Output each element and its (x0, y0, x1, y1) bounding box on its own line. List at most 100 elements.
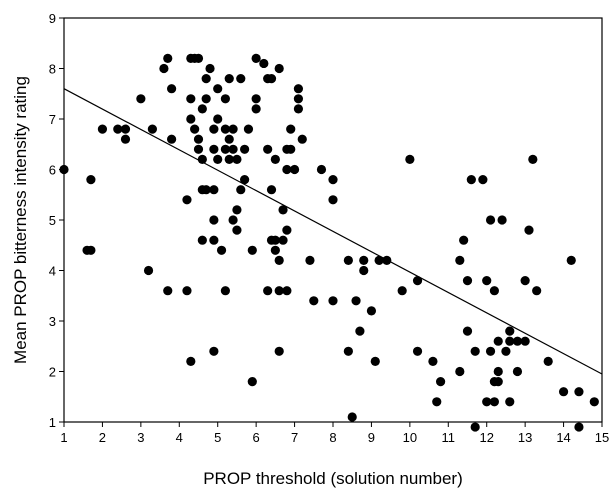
data-point (286, 124, 296, 134)
data-point (343, 346, 353, 356)
data-point (293, 84, 304, 94)
data-point (405, 154, 415, 164)
data-point (209, 144, 219, 154)
data-point (190, 124, 200, 134)
data-point (485, 215, 496, 225)
data-point (459, 235, 469, 245)
data-point (240, 144, 250, 154)
data-point (224, 154, 234, 164)
data-points (59, 53, 599, 432)
data-point (197, 104, 207, 114)
data-point (259, 58, 269, 69)
data-point (270, 245, 280, 255)
data-point (282, 286, 292, 296)
regression-line (63, 88, 603, 375)
data-point (343, 255, 353, 265)
x-tick-label: 14 (556, 430, 570, 445)
y-tick-label: 4 (49, 264, 56, 279)
data-point (147, 124, 157, 134)
data-point (366, 306, 377, 316)
data-point (220, 286, 230, 296)
data-point (86, 175, 96, 185)
x-tick-label: 10 (403, 430, 417, 445)
data-point (297, 134, 307, 144)
data-point (512, 336, 523, 346)
x-tick-label: 15 (595, 430, 609, 445)
data-point (493, 336, 503, 346)
data-point (328, 195, 338, 205)
data-point (412, 276, 423, 286)
data-point (213, 84, 223, 94)
data-point (505, 326, 515, 336)
x-tick-label: 3 (137, 430, 144, 445)
data-point (543, 356, 553, 366)
x-tick-label: 5 (214, 430, 221, 445)
x-tick-label: 6 (253, 430, 260, 445)
data-point (163, 53, 173, 64)
data-point (370, 356, 380, 366)
data-point (120, 124, 131, 134)
data-point (566, 255, 576, 265)
data-point (197, 154, 207, 164)
data-point (266, 185, 277, 195)
data-point (220, 124, 230, 134)
data-point (270, 235, 280, 245)
data-point (462, 326, 473, 336)
data-point (167, 84, 177, 94)
data-point (266, 74, 277, 84)
data-point (524, 225, 534, 235)
data-point (436, 377, 446, 387)
data-point (428, 356, 438, 366)
data-point (193, 134, 204, 144)
data-point (328, 175, 338, 185)
data-point (512, 366, 523, 377)
data-point (197, 235, 207, 245)
data-point (247, 377, 257, 387)
data-point (209, 124, 219, 134)
data-point (224, 74, 234, 84)
data-point (220, 144, 230, 154)
data-point (351, 296, 361, 306)
data-point (574, 387, 584, 397)
x-tick-label: 9 (368, 430, 375, 445)
data-point (470, 346, 480, 356)
data-point (228, 144, 238, 154)
data-point (224, 134, 234, 144)
data-point (493, 366, 503, 377)
y-tick-label: 7 (49, 112, 56, 127)
data-point (478, 175, 488, 185)
data-point (220, 94, 230, 104)
data-point (240, 175, 250, 185)
x-tick-label: 7 (291, 430, 298, 445)
plot-border (63, 17, 603, 423)
data-point (232, 154, 242, 164)
data-point (286, 144, 296, 154)
data-point (86, 245, 96, 255)
data-point (209, 185, 219, 195)
x-tick-label: 8 (329, 430, 336, 445)
data-point (589, 397, 599, 407)
data-point (213, 154, 223, 164)
data-point (455, 255, 465, 265)
data-point (482, 397, 492, 407)
data-point (182, 286, 192, 296)
data-point (270, 154, 280, 164)
y-axis-title: Mean PROP bitterness intensity rating (11, 76, 30, 364)
data-point (282, 164, 292, 175)
data-point (193, 144, 204, 154)
x-tick-label: 13 (518, 430, 532, 445)
data-point (497, 215, 507, 225)
data-point (201, 74, 211, 84)
y-tick-label: 6 (49, 163, 56, 178)
data-point (293, 104, 304, 114)
data-point (278, 205, 288, 215)
data-point (274, 346, 284, 356)
data-point (528, 154, 538, 164)
data-point (247, 245, 257, 255)
data-point (201, 185, 211, 195)
data-point (532, 286, 542, 296)
x-tick-label: 11 (442, 430, 456, 445)
data-point (251, 104, 261, 114)
